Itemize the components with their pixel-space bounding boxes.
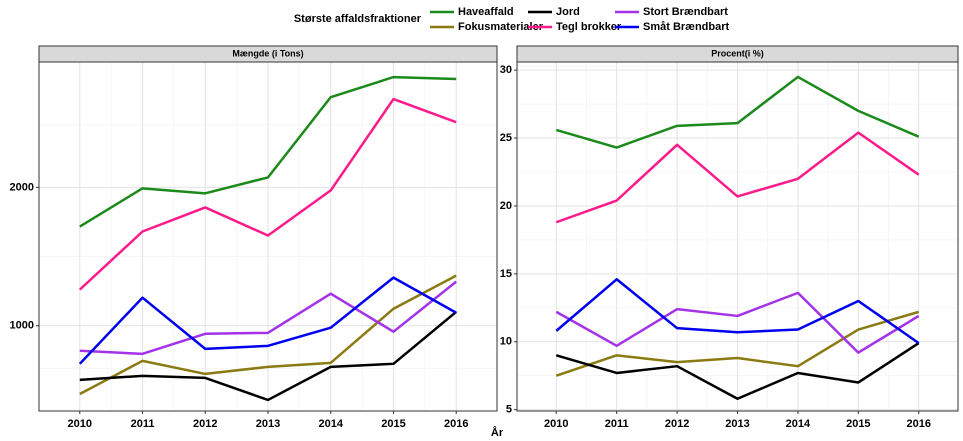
series-line — [79, 75, 457, 228]
legend-title: Største affaldsfraktioner — [294, 13, 422, 25]
legend-label: Haveaffald — [458, 6, 514, 18]
x-tick-label: 2014 — [786, 418, 811, 430]
series-line — [555, 310, 920, 377]
series-line — [555, 291, 920, 354]
series-line — [555, 278, 920, 345]
y-tick-label: 25 — [500, 132, 512, 144]
x-tick-label: 2013 — [725, 418, 749, 430]
x-tick-label: 2010 — [68, 418, 92, 430]
series-line — [78, 97, 457, 291]
x-tick-label: 2015 — [381, 418, 405, 430]
legend-label: Jord — [556, 6, 580, 18]
x-tick-label: 2015 — [846, 418, 870, 430]
x-tick-label: 2013 — [256, 418, 280, 430]
x-tick-label: 2011 — [605, 418, 629, 430]
legend-label: Fokusmaterialer — [458, 21, 544, 33]
legend-label: Småt Brændbart — [643, 21, 730, 33]
strip-label: Mængde (i Tons) — [232, 48, 303, 58]
series-line — [555, 75, 920, 149]
x-tick-label: 2011 — [131, 418, 155, 430]
x-tick-label: 2016 — [906, 418, 930, 430]
y-tick-label: 5 — [506, 404, 512, 416]
x-tick-label: 2014 — [318, 418, 343, 430]
series-line — [555, 342, 920, 401]
panel-border — [516, 61, 959, 412]
x-axis-label: År — [491, 426, 504, 439]
strip-label: Procent(i %) — [711, 48, 764, 58]
legend-label: Tegl brokker — [556, 21, 622, 33]
series-line — [79, 274, 457, 396]
series-line — [78, 276, 457, 365]
x-tick-label: 2010 — [544, 418, 568, 430]
y-tick-label: 10 — [500, 336, 512, 348]
series-line — [555, 131, 920, 224]
legend-label: Stort Brændbart — [643, 6, 728, 18]
y-tick-label: 15 — [500, 268, 512, 280]
y-tick-label: 1000 — [10, 320, 34, 332]
y-tick-label: 20 — [500, 200, 512, 212]
x-tick-label: 2012 — [665, 418, 689, 430]
y-tick-label: 2000 — [10, 181, 34, 193]
y-tick-label: 30 — [500, 64, 512, 76]
x-tick-label: 2012 — [193, 418, 217, 430]
panel-border — [38, 61, 498, 412]
series-line — [79, 280, 457, 356]
series-line — [79, 310, 458, 402]
x-tick-label: 2016 — [444, 418, 468, 430]
